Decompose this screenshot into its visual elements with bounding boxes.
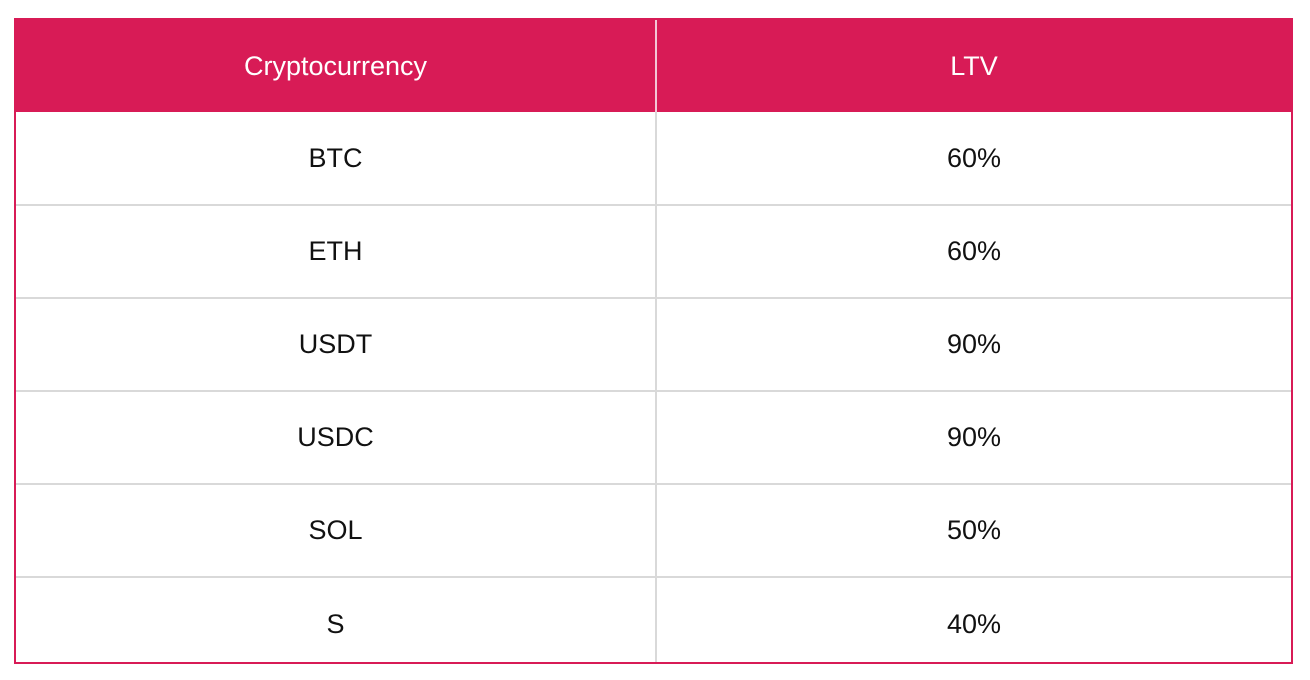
- cell-crypto: ETH: [16, 205, 657, 299]
- table-row: S 40%: [16, 577, 1291, 662]
- cell-crypto: USDC: [16, 391, 657, 485]
- header-cryptocurrency: Cryptocurrency: [16, 20, 657, 112]
- ltv-table: Cryptocurrency LTV BTC 60% ETH 60% USDT …: [16, 20, 1291, 662]
- header-row: Cryptocurrency LTV: [16, 20, 1291, 112]
- header-ltv: LTV: [656, 20, 1291, 112]
- cell-ltv: 40%: [946, 608, 1002, 639]
- table-row: ETH 60%: [16, 205, 1291, 299]
- table-row: USDC 90%: [16, 391, 1291, 485]
- ltv-table-container: Cryptocurrency LTV BTC 60% ETH 60% USDT …: [14, 18, 1293, 664]
- cell-ltv: 60%: [656, 112, 1291, 206]
- table-body: BTC 60% ETH 60% USDT 90% USDC 90% SOL 50…: [16, 112, 1291, 662]
- table-row: SOL 50%: [16, 484, 1291, 578]
- cell-ltv: 60%: [656, 205, 1291, 299]
- cell-crypto: USDT: [16, 298, 657, 392]
- table-row: BTC 60%: [16, 112, 1291, 206]
- cell-crypto: S: [16, 577, 657, 662]
- table-row: USDT 90%: [16, 298, 1291, 392]
- table-header: Cryptocurrency LTV: [16, 20, 1291, 112]
- cell-ltv: 90%: [656, 298, 1291, 392]
- cell-ltv: 50%: [656, 484, 1291, 578]
- cell-ltv: 90%: [656, 391, 1291, 485]
- cell-crypto: BTC: [16, 112, 657, 206]
- cell-crypto: SOL: [16, 484, 657, 578]
